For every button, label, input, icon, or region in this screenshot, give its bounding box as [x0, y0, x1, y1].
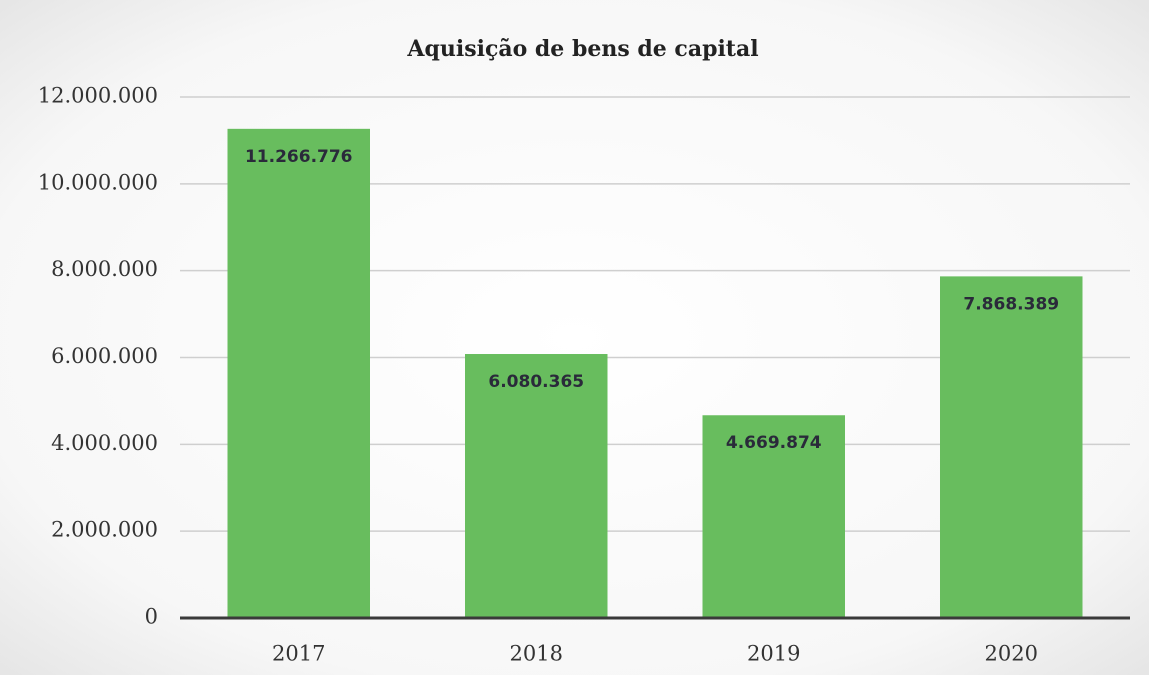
y-tick-label: 10.000.000 — [38, 170, 158, 194]
bar — [465, 354, 608, 618]
chart-title: Aquisição de bens de capital — [406, 36, 758, 62]
y-tick-label: 12.000.000 — [38, 84, 158, 108]
data-label: 7.868.389 — [963, 294, 1059, 314]
bar — [940, 276, 1083, 618]
y-tick-label: 0 — [145, 605, 158, 629]
x-tick-label: 2019 — [747, 642, 800, 666]
y-tick-label: 6.000.000 — [51, 344, 158, 368]
data-label: 11.266.776 — [245, 147, 353, 167]
bar — [702, 415, 845, 618]
y-tick-label: 4.000.000 — [51, 431, 158, 455]
x-tick-label: 2017 — [272, 642, 325, 666]
bar — [227, 128, 370, 618]
x-tick-label: 2018 — [510, 642, 563, 666]
y-tick-label: 2.000.000 — [51, 518, 158, 542]
y-tick-label: 8.000.000 — [51, 257, 158, 281]
data-label: 4.669.874 — [726, 433, 822, 453]
data-label: 6.080.365 — [488, 372, 584, 392]
x-tick-label: 2020 — [985, 642, 1038, 666]
